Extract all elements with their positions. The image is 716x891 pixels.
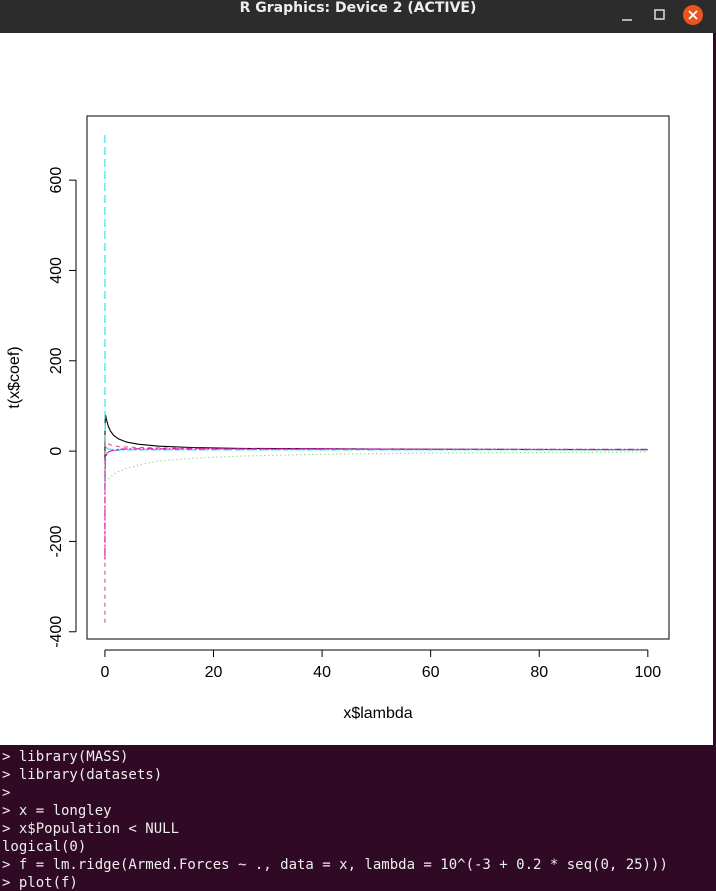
plot-box	[86, 115, 670, 640]
series-line	[104, 451, 648, 482]
x-tick-label: 40	[313, 664, 331, 681]
series-line	[104, 449, 648, 488]
maximize-button[interactable]	[654, 9, 665, 20]
y-tick-label: 600	[48, 167, 65, 194]
y-axis-label: t(x$coef)	[6, 346, 23, 408]
x-tick-label: 80	[530, 664, 548, 681]
plot-window: 0 20 40 60 80 100 -400 -200 0 200 400 600 x$lambda t(…	[0, 33, 713, 745]
terminal: > library(MASS) > library(datasets) > > x =…	[0, 745, 716, 891]
terminal-line: > x = longley	[2, 803, 112, 819]
series-line	[104, 448, 648, 560]
y-tick-label: 0	[48, 447, 65, 456]
y-tick-label: -400	[48, 616, 65, 648]
window-controls	[622, 5, 703, 25]
series-line	[104, 441, 648, 623]
x-tick-label: 60	[422, 664, 440, 681]
chart: 0 20 40 60 80 100 -400 -200 0 200 400 600 x$lambda t(…	[6, 115, 670, 722]
terminal-line: > x$Population < NULL	[2, 821, 180, 837]
terminal-line: > f = lm.ridge(Armed.Forces ~ ., data = …	[2, 857, 668, 873]
y-tick-label: -200	[48, 525, 65, 557]
series-line	[104, 134, 648, 451]
terminal-line: > library(datasets)	[2, 767, 163, 783]
close-icon	[688, 10, 698, 20]
x-tick-label: 100	[634, 664, 661, 681]
terminal-line: > library(MASS)	[2, 749, 129, 765]
series-line	[104, 414, 648, 461]
x-tick-label: 0	[100, 664, 109, 681]
y-tick-label: 200	[48, 347, 65, 374]
title-bar: R Graphics: Device 2 (ACTIVE)	[0, 0, 716, 33]
x-axis-label: x$lambda	[343, 705, 412, 722]
x-tick-label: 20	[205, 664, 223, 681]
window-title: R Graphics: Device 2 (ACTIVE)	[239, 0, 477, 16]
terminal-line: >	[2, 785, 11, 801]
terminal-line: logical(0)	[2, 839, 87, 855]
terminal-line: > plot(f)	[2, 875, 78, 891]
y-tick-label: 400	[48, 257, 65, 284]
